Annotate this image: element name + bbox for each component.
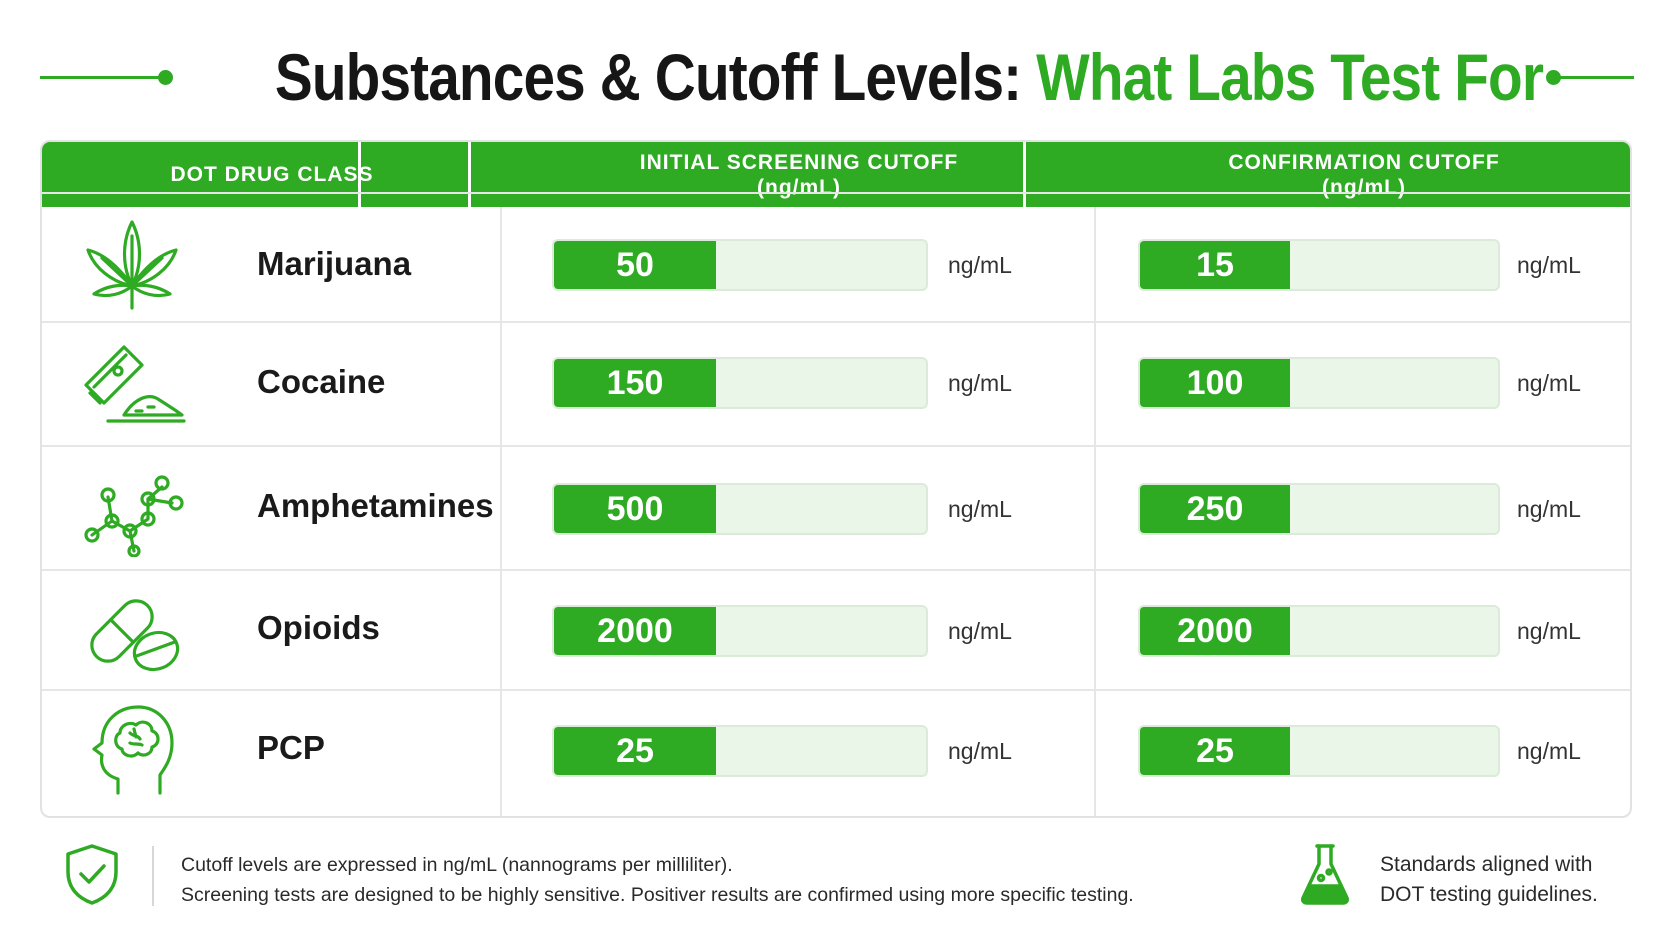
footer-note-line2: Screening tests are designed to be highl…: [181, 884, 1134, 906]
drug-name: PCP: [257, 729, 325, 766]
page-title: Substances & Cutoff Levels: What Labs Te…: [274, 34, 1544, 120]
confirm-cutoff-bar-fill: [1140, 607, 1290, 655]
initial-cutoff-value: 50: [616, 245, 654, 284]
drug-name: Marijuana: [257, 245, 412, 282]
confirm-cutoff-bar-fill: [1140, 485, 1290, 533]
confirm-cutoff-unit: ng/mL: [1517, 370, 1581, 396]
confirm-cutoff-value: 100: [1186, 363, 1244, 402]
page-title-part1: Substances & Cutoff Levels:: [274, 40, 1022, 114]
cannabis-leaf-icon: [72, 214, 192, 314]
confirm-cutoff-value: 25: [1196, 731, 1234, 770]
initial-cutoff-value: 2000: [597, 611, 673, 650]
initial-cutoff-unit: ng/mL: [948, 370, 1012, 396]
initial-cutoff-unit: ng/mL: [948, 618, 1012, 644]
confirm-cutoff-value: 250: [1186, 489, 1244, 528]
column-divider: [500, 207, 502, 816]
initial-cutoff-unit: ng/mL: [948, 252, 1012, 278]
initial-cutoff-bar: 500: [552, 483, 928, 535]
initial-cutoff-bar: 50: [552, 239, 928, 291]
confirm-cutoff-value: 15: [1196, 245, 1234, 284]
table-row-amphetamines: Amphetamines 500 ng/mL 250 ng/mL: [42, 445, 1630, 569]
header-drug-class: DOT DRUG CLASS: [42, 142, 502, 207]
cutoff-table: DOT DRUG CLASS INITIAL SCREENING CUTOFF …: [40, 140, 1632, 818]
table-row-marijuana: Marijuana 50 ng/mL 15 ng/mL: [42, 207, 1630, 321]
header-confirm-line1: CONFIRMATION CUTOFF: [1228, 150, 1500, 174]
header-divider: [358, 142, 361, 207]
header-initial-line1: INITIAL SCREENING CUTOFF: [639, 150, 959, 174]
initial-cutoff-bar-fill: [554, 485, 716, 533]
confirm-cutoff-bar: 250: [1138, 483, 1500, 535]
confirm-cutoff-bar-fill: [1140, 727, 1290, 775]
confirm-cutoff-bar: 25: [1138, 725, 1500, 777]
shield-check-icon: [66, 844, 118, 905]
initial-cutoff-bar: 25: [552, 725, 928, 777]
confirm-cutoff-bar: 100: [1138, 357, 1500, 409]
flask-icon: [1301, 844, 1349, 905]
footer-note: Cutoff levels are expressed in ng/mL (na…: [181, 850, 1134, 910]
drug-name: Opioids: [257, 609, 380, 646]
confirm-cutoff-bar-fill: [1140, 241, 1290, 289]
footer-standards-line1: Standards aligned with: [1380, 853, 1593, 876]
pills-icon: [72, 581, 192, 681]
initial-cutoff-value: 150: [606, 363, 664, 402]
drug-name: Amphetamines: [257, 487, 494, 524]
header-divider: [1023, 142, 1026, 207]
table-row: [42, 192, 1630, 307]
initial-cutoff-bar: 2000: [552, 605, 928, 657]
footer-standards: Standards aligned with DOT testing guide…: [1380, 850, 1598, 910]
confirm-cutoff-bar: 2000: [1138, 605, 1500, 657]
confirm-cutoff-value: 2000: [1177, 611, 1253, 650]
initial-cutoff-value: 500: [606, 489, 664, 528]
drug-name: Cocaine: [257, 363, 386, 400]
column-divider: [1094, 207, 1096, 816]
confirm-cutoff-bar-fill: [1140, 359, 1290, 407]
initial-cutoff-value: 25: [616, 731, 654, 770]
page-title-part2: What Labs Test For: [1036, 40, 1544, 114]
footer-note-line1: Cutoff levels are expressed in ng/mL (na…: [181, 854, 733, 876]
confirm-cutoff-unit: ng/mL: [1517, 618, 1581, 644]
initial-cutoff-unit: ng/mL: [948, 738, 1012, 764]
table-row-cocaine: Cocaine 150 ng/mL 100 ng/mL: [42, 321, 1630, 445]
initial-cutoff-bar-fill: [554, 359, 716, 407]
title-decoration-left-dot: [158, 70, 173, 85]
initial-cutoff-unit: ng/mL: [948, 496, 1012, 522]
confirm-cutoff-unit: ng/mL: [1517, 738, 1581, 764]
molecule-icon: [72, 457, 192, 557]
confirm-cutoff-unit: ng/mL: [1517, 252, 1581, 278]
title-decoration-left-line: [40, 76, 166, 79]
footer-divider: [152, 846, 154, 906]
initial-cutoff-bar-fill: [554, 727, 716, 775]
razor-powder-icon: [72, 331, 192, 431]
initial-cutoff-bar-fill: [554, 241, 716, 289]
title-decoration-right-line: [1552, 76, 1634, 79]
initial-cutoff-bar: 150: [552, 357, 928, 409]
initial-cutoff-bar-fill: [554, 607, 716, 655]
title-row: Substances & Cutoff Levels: What Labs Te…: [0, 34, 1672, 120]
table-row-opioids: Opioids 2000 ng/mL 2000 ng/mL: [42, 569, 1630, 689]
header-drug-class-label: DOT DRUG CLASS: [170, 163, 374, 186]
footer-standards-line2: DOT testing guidelines.: [1380, 883, 1598, 906]
confirm-cutoff-unit: ng/mL: [1517, 496, 1581, 522]
confirm-cutoff-bar: 15: [1138, 239, 1500, 291]
table-row-pcp: PCP 25 ng/mL 25 ng/mL: [42, 689, 1630, 816]
brain-head-icon: [72, 699, 192, 799]
header-divider: [468, 142, 471, 207]
